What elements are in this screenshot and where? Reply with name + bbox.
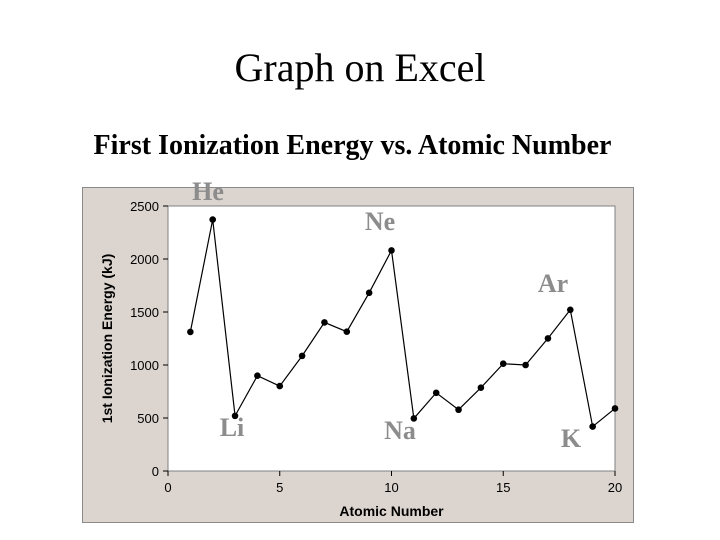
element-label-na: Na <box>384 416 416 445</box>
x-tick-label: 20 <box>608 480 622 495</box>
chart-title: First Ionization Energy vs. Atomic Numbe… <box>93 130 612 161</box>
data-point <box>410 415 418 422</box>
y-tick-label: 2000 <box>130 252 159 267</box>
y-tick-label: 0 <box>152 464 159 479</box>
x-tick-label: 10 <box>384 480 398 495</box>
data-point <box>209 216 216 223</box>
element-label-ne: Ne <box>365 207 395 236</box>
series-line <box>189 219 616 428</box>
data-point <box>388 247 395 254</box>
data-point <box>321 319 328 326</box>
y-tick-label: 1500 <box>130 305 159 320</box>
axes: 0 500 1000 1500 2000 2500 0 5 10 15 20 <box>130 199 622 495</box>
x-axis-title: Atomic Number <box>339 503 444 519</box>
element-label-k: K <box>561 424 582 453</box>
slide-title: Graph on Excel <box>234 45 486 90</box>
x-tick-label: 0 <box>164 480 171 495</box>
data-point <box>477 384 485 391</box>
data-point <box>298 352 306 360</box>
element-label-li: Li <box>220 413 245 442</box>
data-point <box>567 306 574 314</box>
data-point <box>343 328 351 336</box>
data-point <box>276 382 284 390</box>
data-point <box>231 412 239 420</box>
data-point <box>499 360 507 368</box>
data-point <box>589 423 596 430</box>
data-point <box>365 289 373 297</box>
data-point <box>455 406 462 414</box>
series-group <box>187 216 619 430</box>
x-tick-label: 5 <box>276 480 283 495</box>
y-axis-title: 1st Ionization Energy (kJ) <box>99 254 115 424</box>
data-point <box>254 372 261 380</box>
data-point <box>432 389 440 397</box>
y-tick-label: 500 <box>137 411 159 426</box>
y-tick-label: 1000 <box>130 358 159 373</box>
data-point <box>611 405 619 412</box>
element-label-he: He <box>192 177 224 206</box>
data-point <box>187 328 194 336</box>
element-label-ar: Ar <box>538 269 568 298</box>
data-point <box>544 335 552 342</box>
x-tick-label: 15 <box>496 480 510 495</box>
annotations-group: He Li Ne Na Ar K <box>192 177 582 453</box>
data-point <box>522 361 529 369</box>
y-tick-label: 2500 <box>130 199 159 214</box>
